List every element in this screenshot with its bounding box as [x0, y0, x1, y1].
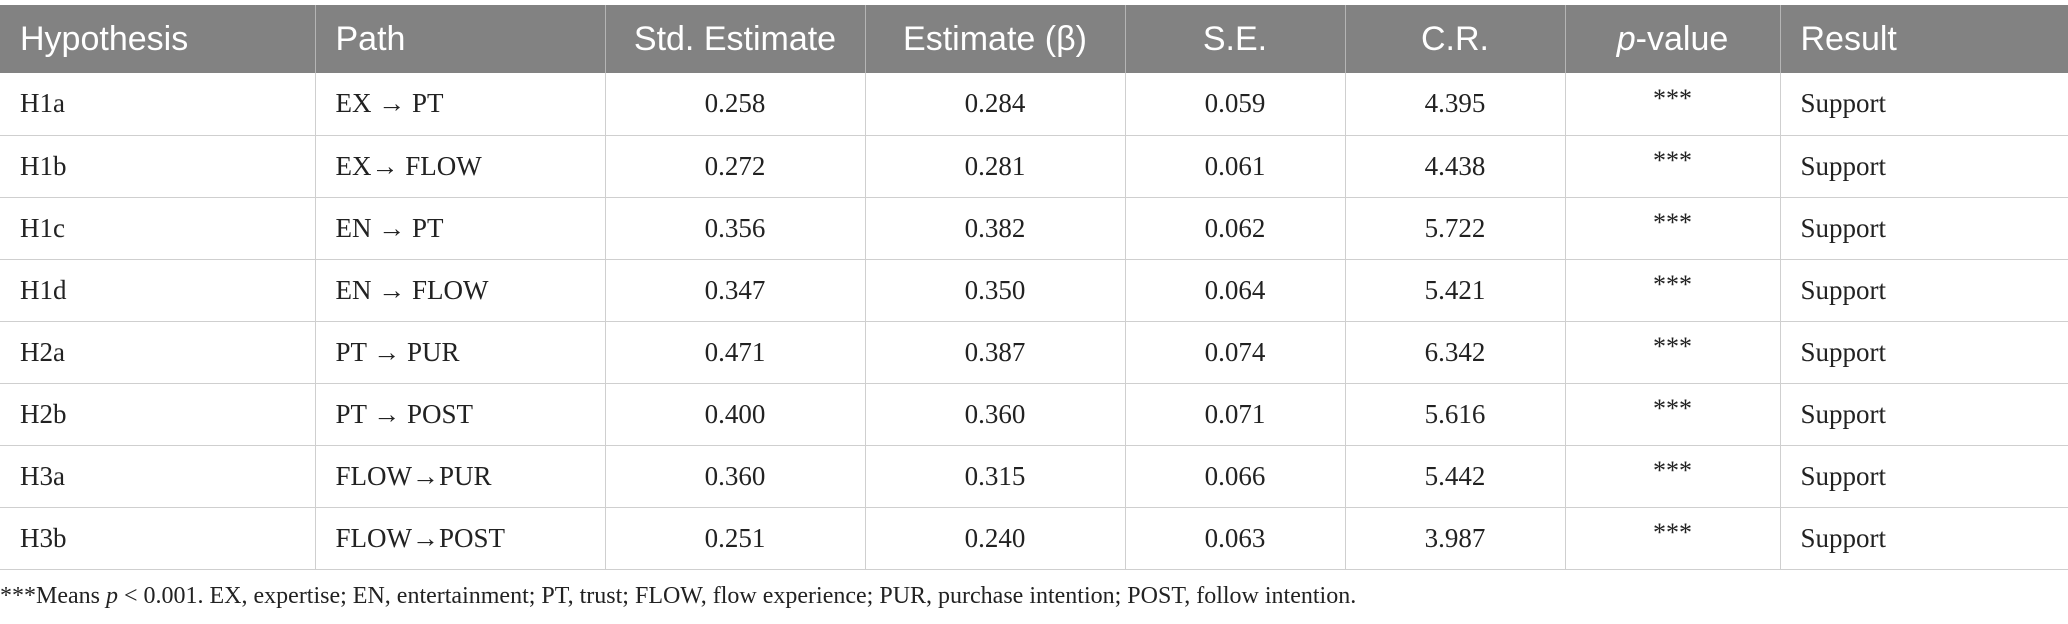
table-row: H1a EX → PT 0.258 0.284 0.059 4.395 *** Support [0, 73, 2068, 136]
cell-estimate: 0.315 [865, 445, 1126, 508]
cell-estimate: 0.360 [865, 383, 1126, 446]
cell-se: 0.071 [1125, 383, 1346, 446]
cell-p-value: *** [1565, 73, 1781, 136]
cell-path: EX→ FLOW [315, 135, 606, 198]
cell-hypothesis: H1c [0, 197, 316, 260]
cell-std-estimate: 0.258 [605, 73, 866, 136]
cell-se: 0.061 [1125, 135, 1346, 198]
cell-p-value: *** [1565, 445, 1781, 508]
column-header-se: S.E. [1125, 5, 1346, 73]
column-header-cr: C.R. [1345, 5, 1566, 73]
cell-se: 0.062 [1125, 197, 1346, 260]
header-row: Hypothesis Path Std. Estimate Estimate (… [0, 5, 2068, 73]
column-header-result: Result [1800, 19, 1897, 58]
results-table-container: Hypothesis Path Std. Estimate Estimate (… [0, 5, 2068, 570]
cell-estimate: 0.284 [865, 73, 1126, 136]
cell-estimate: 0.387 [865, 321, 1126, 384]
cell-cr: 5.722 [1345, 197, 1566, 260]
cell-result: Support [1780, 445, 2068, 508]
column-header-estimate: Estimate (β) [865, 5, 1126, 73]
cell-estimate: 0.281 [865, 135, 1126, 198]
cell-se: 0.059 [1125, 73, 1346, 136]
table-footnote: ***Means p < 0.001. EX, expertise; EN, e… [0, 583, 1357, 609]
cell-std-estimate: 0.347 [605, 259, 866, 322]
cell-path: EX → PT [315, 73, 606, 136]
table-body: H1a EX → PT 0.258 0.284 0.059 4.395 *** Support… [0, 73, 2068, 570]
cell-p-value: *** [1565, 259, 1781, 322]
cell-cr: 6.342 [1345, 321, 1566, 384]
cell-result: Support [1780, 507, 2068, 570]
cell-path: FLOW→POST [315, 507, 606, 570]
cell-p-value: *** [1565, 383, 1781, 446]
cell-cr: 5.442 [1345, 445, 1566, 508]
cell-cr: 5.616 [1345, 383, 1566, 446]
cell-std-estimate: 0.471 [605, 321, 866, 384]
cell-std-estimate: 0.356 [605, 197, 866, 260]
column-header-std-estimate: Std. Estimate [605, 5, 866, 73]
cell-result: Support [1780, 259, 2068, 322]
cell-result: Support [1780, 73, 2068, 136]
table-row: H1d EN → FLOW 0.347 0.350 0.064 5.421 *** Suppo… [0, 259, 2068, 322]
cell-estimate: 0.350 [865, 259, 1126, 322]
cell-hypothesis: H3b [0, 507, 316, 570]
cell-se: 0.064 [1125, 259, 1346, 322]
column-header-p-value: p-value [1565, 5, 1781, 73]
table-row: H2b PT → POST 0.400 0.360 0.071 5.616 *** Suppo… [0, 383, 2068, 446]
cell-result: Support [1780, 383, 2068, 446]
cell-std-estimate: 0.360 [605, 445, 866, 508]
table-header: Hypothesis Path Std. Estimate Estimate (… [0, 5, 2068, 73]
table-row: H2a PT → PUR 0.471 0.387 0.074 6.342 *** Suppor… [0, 321, 2068, 384]
cell-hypothesis: H3a [0, 445, 316, 508]
cell-cr: 5.421 [1345, 259, 1566, 322]
cell-hypothesis: H1a [0, 73, 316, 136]
table-row: H1c EN → PT 0.356 0.382 0.062 5.722 *** Support [0, 197, 2068, 260]
cell-std-estimate: 0.272 [605, 135, 866, 198]
table-row: H3a FLOW→PUR 0.360 0.315 0.066 5.442 *** Suppor… [0, 445, 2068, 508]
cell-std-estimate: 0.400 [605, 383, 866, 446]
cell-path: EN → PT [315, 197, 606, 260]
cell-se: 0.074 [1125, 321, 1346, 384]
cell-se: 0.063 [1125, 507, 1346, 570]
cell-cr: 3.987 [1345, 507, 1566, 570]
cell-path: FLOW→PUR [315, 445, 606, 508]
cell-hypothesis: H1d [0, 259, 316, 322]
cell-cr: 4.395 [1345, 73, 1566, 136]
cell-estimate: 0.240 [865, 507, 1126, 570]
column-header-path: Path [315, 5, 606, 73]
cell-path: PT → POST [315, 383, 606, 446]
cell-cr: 4.438 [1345, 135, 1566, 198]
cell-path: EN → FLOW [315, 259, 606, 322]
cell-hypothesis: H2a [0, 321, 316, 384]
cell-result: Support [1780, 135, 2068, 198]
hypothesis-results-table: Hypothesis Path Std. Estimate Estimate (… [0, 5, 2068, 570]
cell-path: PT → PUR [315, 321, 606, 384]
cell-std-estimate: 0.251 [605, 507, 866, 570]
cell-hypothesis: H2b [0, 383, 316, 446]
cell-se: 0.066 [1125, 445, 1346, 508]
cell-p-value: *** [1565, 321, 1781, 384]
cell-result: Support [1780, 197, 2068, 260]
column-header-hypothesis: Hypothesis [0, 5, 316, 73]
cell-hypothesis: H1b [0, 135, 316, 198]
table-row: H3b FLOW→POST 0.251 0.240 0.063 3.987 *** Suppo… [0, 507, 2068, 570]
cell-p-value: *** [1565, 507, 1781, 570]
table-row: H1b EX→ FLOW 0.272 0.281 0.061 4.438 *** Suppor… [0, 135, 2068, 198]
cell-p-value: *** [1565, 197, 1781, 260]
cell-p-value: *** [1565, 135, 1781, 198]
cell-estimate: 0.382 [865, 197, 1126, 260]
cell-result: Support [1780, 321, 2068, 384]
